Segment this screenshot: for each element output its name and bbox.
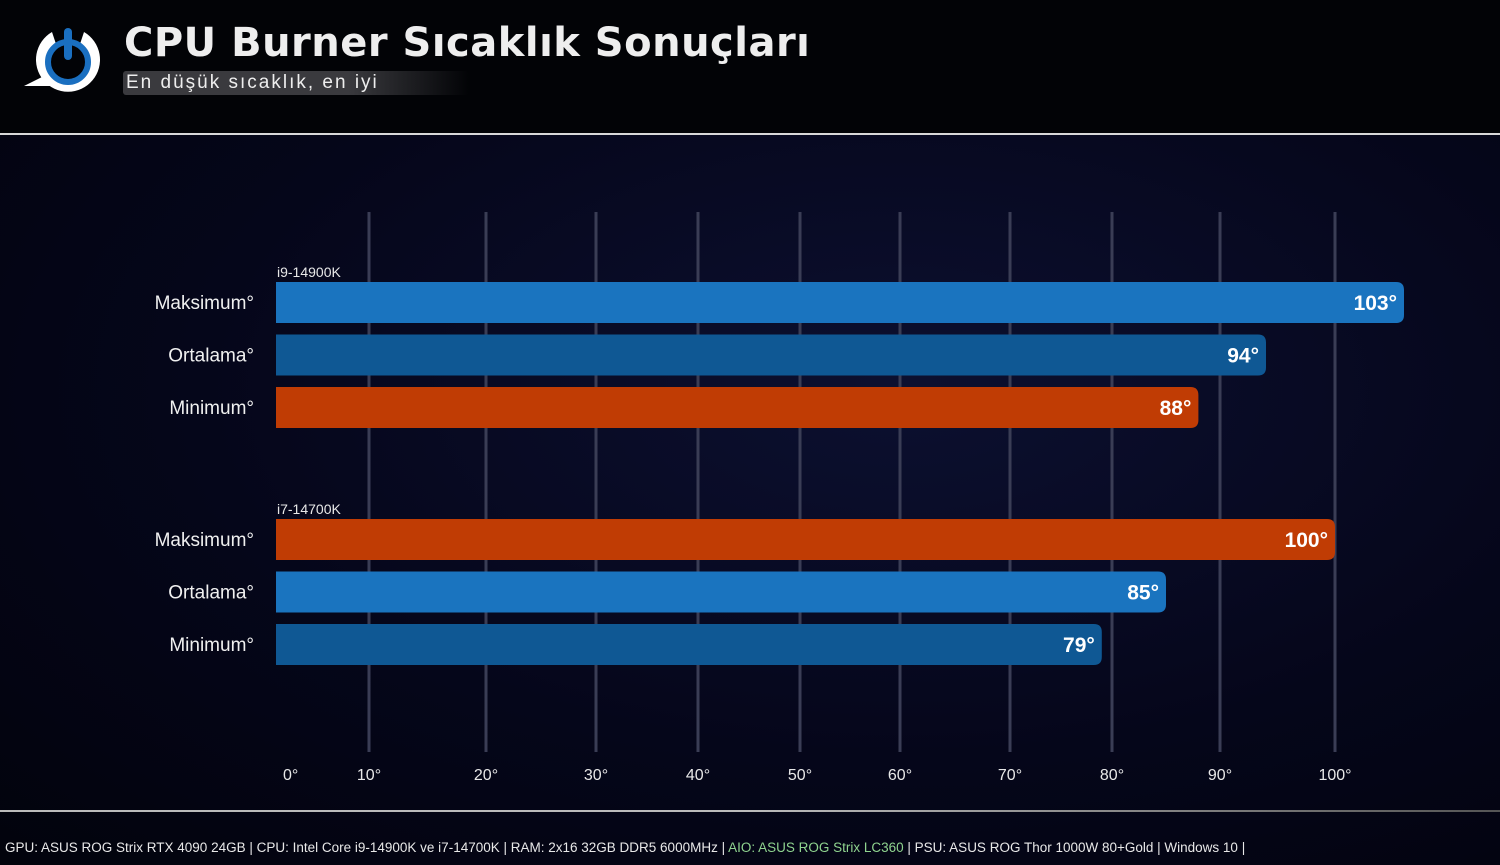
bar-value-label: 94° [1227,345,1259,368]
bar-category-label: Minimum° [169,398,254,419]
bar-category-label: Minimum° [169,635,254,656]
header [0,0,1500,133]
footer-divider [0,810,1500,812]
specs-text: GPU: ASUS ROG Strix RTX 4090 24GB | CPU:… [5,840,729,855]
aio-spec: AIO: ASUS ROG Strix LC360 [728,840,904,855]
specs-text-2: | PSU: ASUS ROG Thor 1000W 80+Gold | Win… [903,840,1246,855]
x-tick-label: 70° [998,767,1022,784]
x-tick-label: 0° [283,767,298,784]
bar [276,387,1199,428]
page-title: CPU Burner Sıcaklık Sonuçları [124,20,811,66]
x-tick-label: 60° [888,767,912,784]
x-tick-label: 90° [1208,767,1232,784]
page-subtitle: En düşük sıcaklık, en iyi [123,71,469,95]
bar-category-label: Maksimum° [155,293,254,314]
bar-value-label: 79° [1063,634,1095,657]
bar-category-label: Ortalama° [168,346,254,367]
bar-category-label: Maksimum° [155,530,254,551]
system-specs: GPU: ASUS ROG Strix RTX 4090 24GB | CPU:… [5,840,1245,855]
bar-value-label: 88° [1160,397,1192,420]
bar [276,334,1266,376]
x-tick-label: 40° [686,767,710,784]
power-icon [24,28,100,92]
bar [276,624,1102,665]
bar-category-label: Ortalama° [168,583,254,604]
bar [276,519,1335,560]
group-label: i7-14700K [277,501,341,517]
x-tick-label: 50° [788,767,812,784]
group-label: i9-14900K [277,264,341,280]
bar-value-label: 103° [1354,292,1397,315]
x-tick-label: 100° [1318,767,1351,784]
x-tick-label: 10° [357,767,381,784]
x-tick-label: 30° [584,767,608,784]
bar [276,282,1404,323]
bar-value-label: 100° [1285,529,1328,552]
x-tick-label: 80° [1100,767,1124,784]
x-tick-label: 20° [474,767,498,784]
bar-value-label: 85° [1127,582,1159,605]
header-divider [0,133,1500,135]
bar [276,571,1166,613]
